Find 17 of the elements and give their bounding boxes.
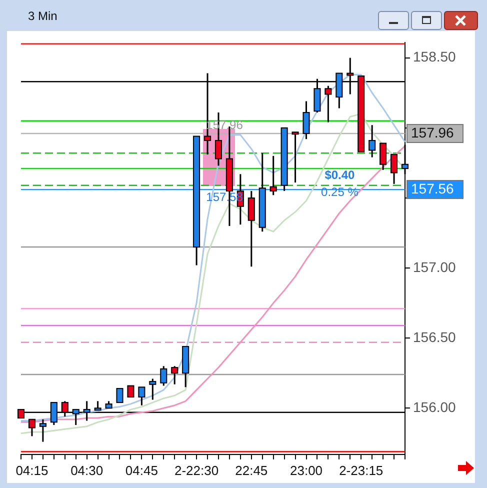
x-tick-label: 23:00 bbox=[290, 462, 323, 478]
ref-line-label: 157.56 bbox=[411, 180, 454, 196]
x-tick-label: 04:30 bbox=[70, 462, 104, 478]
annotation: $0.40 bbox=[324, 168, 356, 182]
y-tick-label: 158.50 bbox=[413, 48, 456, 65]
x-tick-label: 2-23:15 bbox=[339, 462, 384, 478]
y-tick-label: 156.50 bbox=[413, 328, 456, 345]
candlestick bbox=[116, 388, 124, 404]
chart-title: 3 Min bbox=[28, 9, 58, 23]
x-tick-label: 04:45 bbox=[125, 462, 158, 478]
ref-line-label: 157.96 bbox=[411, 124, 454, 140]
x-tick-label: 04:15 bbox=[16, 462, 48, 478]
y-tick-label: 156.00 bbox=[413, 399, 456, 416]
x-tick-label: 2-22:30 bbox=[174, 462, 219, 478]
x-tick-label: 22:45 bbox=[235, 462, 268, 478]
y-tick-label: 157.00 bbox=[413, 258, 456, 275]
candlestick bbox=[127, 385, 134, 398]
